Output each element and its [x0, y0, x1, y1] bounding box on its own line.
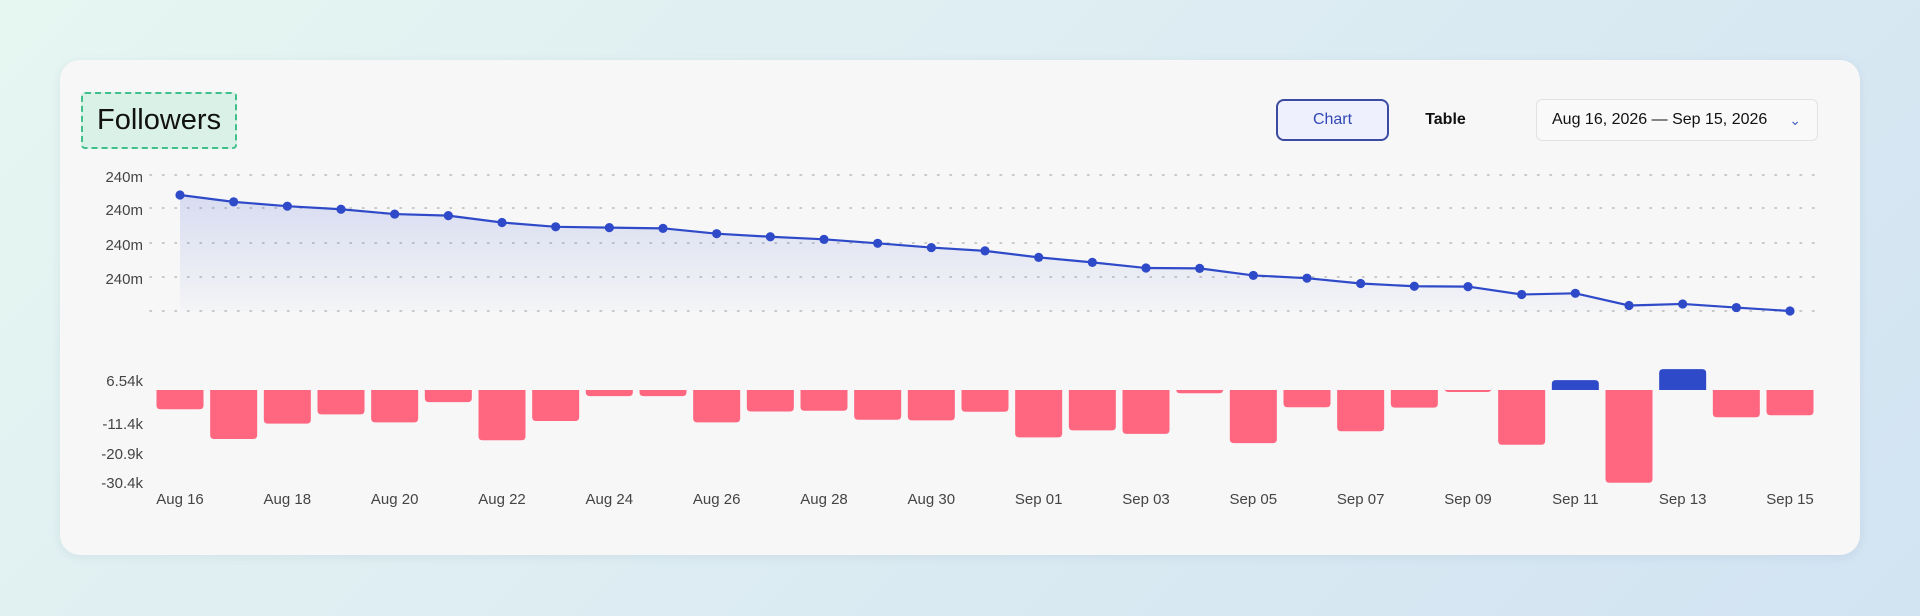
date-range-select[interactable]: Aug 16, 2026 — Sep 15, 2026 ⌄ — [1536, 99, 1818, 141]
bar-negative — [1122, 390, 1170, 434]
bar-negative — [693, 390, 741, 423]
line-point — [282, 201, 292, 211]
x-tick-label: Sep 01 — [1015, 491, 1063, 508]
x-tick-label: Sep 13 — [1659, 491, 1707, 508]
line-point — [229, 197, 239, 207]
line-point — [336, 204, 346, 214]
x-tick-label: Sep 11 — [1552, 491, 1598, 508]
bar-negative — [961, 390, 1009, 412]
line-point — [497, 217, 507, 228]
line-point — [658, 223, 668, 233]
x-tick-label: Aug 16 — [156, 491, 204, 508]
line-point — [873, 238, 883, 248]
bar-negative — [854, 390, 902, 420]
bar-negative — [317, 390, 365, 415]
line-point — [1409, 281, 1419, 291]
followers-card: Followers Chart Table Aug 16, 2026 — Sep… — [60, 60, 1860, 555]
line-point — [1785, 306, 1795, 316]
line-point — [819, 234, 829, 244]
bar-negative — [1390, 390, 1438, 408]
chevron-down-icon: ⌄ — [1789, 112, 1801, 128]
line-y-tick: 240m — [105, 169, 143, 186]
x-tick-label: Sep 03 — [1122, 491, 1170, 508]
line-point — [443, 211, 453, 221]
line-point — [1570, 288, 1580, 298]
x-tick-label: Aug 24 — [586, 491, 634, 508]
x-tick-label: Sep 07 — [1337, 491, 1385, 508]
bar-y-tick: -11.4k — [102, 416, 143, 433]
tab-table[interactable]: Table — [1425, 111, 1466, 128]
line-point — [926, 242, 936, 253]
x-tick-label: Sep 09 — [1444, 491, 1492, 508]
line-point — [1463, 281, 1473, 292]
line-point — [175, 190, 185, 200]
bar-y-tick: 6.54k — [106, 373, 143, 390]
line-point — [1141, 263, 1151, 273]
line-y-tick: 240m — [105, 237, 143, 254]
line-point — [1195, 263, 1205, 273]
bar-negative — [1766, 390, 1814, 416]
x-tick-label: Aug 26 — [693, 491, 741, 508]
bar-negative — [210, 390, 258, 439]
line-point — [1302, 273, 1312, 283]
bar-negative — [746, 390, 794, 412]
line-y-tick: 240m — [105, 202, 143, 219]
line-y-tick: 240m — [105, 271, 143, 288]
x-tick-label: Aug 28 — [800, 491, 848, 508]
chart-title: Followers — [81, 92, 238, 149]
bar-negative — [478, 390, 526, 441]
line-point — [390, 209, 400, 219]
date-range-label: Aug 16, 2026 — Sep 15, 2026 — [1552, 111, 1768, 128]
line-point — [1731, 302, 1741, 313]
bar-y-tick: -30.4k — [101, 475, 143, 492]
line-point — [1678, 299, 1688, 309]
line-point — [1087, 257, 1097, 267]
x-tick-label: Sep 15 — [1766, 491, 1814, 508]
x-tick-label: Sep 05 — [1230, 491, 1278, 508]
bar-negative — [156, 390, 204, 410]
bar-negative — [263, 390, 311, 424]
bar-positive — [1659, 369, 1707, 390]
bar-negative — [1605, 390, 1653, 483]
bar-negative — [424, 390, 472, 403]
bar-negative — [800, 390, 848, 411]
bar-negative — [371, 390, 419, 423]
bar-negative — [1712, 390, 1760, 418]
bar-positive — [1551, 380, 1599, 390]
line-point — [1624, 300, 1634, 311]
bar-negative — [639, 390, 687, 397]
bar-negative — [1176, 389, 1224, 394]
x-tick-label: Aug 18 — [264, 491, 312, 508]
line-point — [551, 222, 561, 232]
line-point — [1517, 289, 1527, 300]
bar-negative — [585, 390, 633, 397]
bar-negative — [1498, 390, 1546, 445]
bar-negative — [1068, 390, 1116, 431]
bar-negative — [1283, 390, 1331, 408]
line-point — [980, 246, 990, 256]
bar-negative — [1229, 390, 1277, 444]
x-tick-label: Aug 20 — [371, 491, 419, 508]
bar-negative — [1444, 388, 1492, 392]
bar-y-tick: -20.9k — [101, 446, 143, 463]
line-point — [1034, 252, 1044, 262]
bar-negative — [532, 390, 580, 422]
line-point — [1248, 270, 1258, 281]
bar-negative — [907, 390, 955, 421]
x-tick-label: Aug 30 — [908, 491, 956, 508]
bar-negative — [1337, 390, 1385, 432]
line-point — [712, 229, 722, 239]
line-point — [765, 232, 775, 242]
bar-negative — [1015, 390, 1063, 438]
line-point — [604, 223, 614, 233]
followers-chart: 240m 240m 240m 240m 6.54k -11.4k -20.9k -30.4k A… — [101, 169, 1821, 508]
line-point — [1356, 278, 1366, 289]
tab-chart[interactable]: Chart — [1276, 99, 1389, 141]
x-tick-label: Aug 22 — [478, 491, 526, 508]
